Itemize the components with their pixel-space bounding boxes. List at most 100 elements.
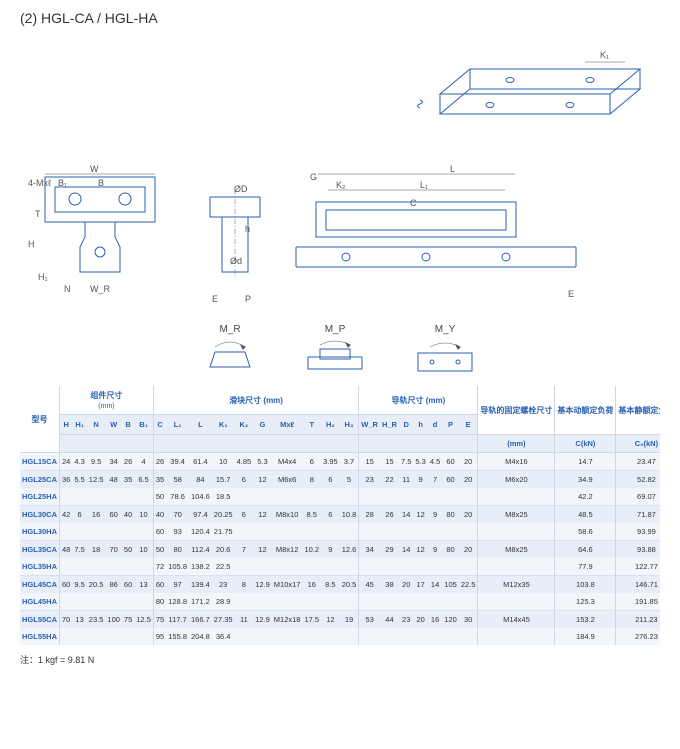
diagram-side-view: G K₂ L L₁ C E bbox=[290, 162, 580, 312]
cell-H: 24 bbox=[60, 453, 73, 471]
cell-WR bbox=[359, 558, 380, 576]
svg-text:T: T bbox=[35, 209, 41, 219]
cell-K2: 8 bbox=[235, 576, 254, 594]
svg-text:ØD: ØD bbox=[234, 184, 248, 194]
cell-Mxl: M6x6 bbox=[272, 471, 303, 489]
cell-WR: 45 bbox=[359, 576, 380, 594]
cell-B bbox=[122, 558, 134, 576]
cell-K1: 22.5 bbox=[212, 558, 235, 576]
cell-bolt: M12x35 bbox=[478, 576, 555, 594]
cell-d: 16 bbox=[428, 611, 442, 629]
cell-H1: 5.5 bbox=[72, 471, 86, 489]
table-row: HGL25CA365.512.548356.535588415.7612M6x6… bbox=[20, 471, 660, 489]
svg-text:W: W bbox=[90, 164, 99, 174]
cell-K1: 20.6 bbox=[212, 541, 235, 559]
diagram-bolt-hole: ØD h Ød E P bbox=[190, 162, 280, 312]
svg-text:C: C bbox=[410, 198, 417, 208]
cell-D bbox=[399, 488, 413, 506]
cell-model: HGL25HA bbox=[20, 488, 60, 506]
cell-G: 12 bbox=[253, 471, 272, 489]
cell-h bbox=[413, 628, 427, 645]
cell-E: 20 bbox=[459, 471, 478, 489]
cell-H3 bbox=[340, 593, 359, 611]
cell-H bbox=[60, 628, 73, 645]
cell-H3 bbox=[340, 488, 359, 506]
cell-C: 40 bbox=[153, 506, 166, 524]
cell-Mxl: M12x18 bbox=[272, 611, 303, 629]
cell-L1: 70 bbox=[166, 506, 189, 524]
cell-bolt: M4x16 bbox=[478, 453, 555, 471]
cell-d bbox=[428, 488, 442, 506]
col-grp-block: 滑块尺寸 (mm) bbox=[153, 386, 358, 415]
cell-H1: 9.5 bbox=[72, 576, 86, 594]
cell-WR bbox=[359, 523, 380, 541]
cell-Cdyn: 48.5 bbox=[555, 506, 616, 524]
cell-N: 16 bbox=[87, 506, 106, 524]
svg-text:P: P bbox=[245, 294, 251, 304]
cell-T bbox=[302, 593, 321, 611]
cell-N bbox=[87, 628, 106, 645]
svg-text:H₁: H₁ bbox=[38, 272, 48, 282]
col-model: 型号 bbox=[20, 386, 60, 453]
cell-model: HGL55CA bbox=[20, 611, 60, 629]
cell-B bbox=[122, 523, 134, 541]
cell-C0: 52.82 bbox=[616, 471, 660, 489]
cell-W: 100 bbox=[105, 611, 122, 629]
cell-C0: 122.77 bbox=[616, 558, 660, 576]
cell-W: 48 bbox=[105, 471, 122, 489]
cell-L1: 78.6 bbox=[166, 488, 189, 506]
cell-W bbox=[105, 488, 122, 506]
cell-H2: 6 bbox=[321, 506, 340, 524]
table-row: HGL30CA42616604010407097.420.25612M8x108… bbox=[20, 506, 660, 524]
cell-H3 bbox=[340, 523, 359, 541]
cell-D bbox=[399, 593, 413, 611]
cell-H: 60 bbox=[60, 576, 73, 594]
svg-text:h: h bbox=[245, 224, 250, 234]
cell-N: 9.5 bbox=[87, 453, 106, 471]
cell-T bbox=[302, 628, 321, 645]
cell-G: 12 bbox=[253, 541, 272, 559]
cell-N bbox=[87, 593, 106, 611]
cell-K2: 11 bbox=[235, 611, 254, 629]
cell-H: 48 bbox=[60, 541, 73, 559]
cell-E: 22.5 bbox=[459, 576, 478, 594]
svg-text:W_R: W_R bbox=[90, 284, 111, 294]
cell-d: 9 bbox=[428, 541, 442, 559]
cell-B: 35 bbox=[122, 471, 134, 489]
cell-model: HGL35CA bbox=[20, 541, 60, 559]
cell-L: 171.2 bbox=[189, 593, 212, 611]
table-row: HGL35HA72105.8138.222.577.9122.771.541.4… bbox=[20, 558, 660, 576]
svg-text:B: B bbox=[98, 178, 104, 188]
cell-P bbox=[442, 593, 459, 611]
cell-H2: 3.95 bbox=[321, 453, 340, 471]
cell-Cdyn: 58.6 bbox=[555, 523, 616, 541]
cell-WR: 53 bbox=[359, 611, 380, 629]
col-grp-dyn: 基本动额定负荷 bbox=[555, 386, 616, 435]
cell-K1: 15.7 bbox=[212, 471, 235, 489]
cell-h: 5.3 bbox=[413, 453, 427, 471]
cell-h: 20 bbox=[413, 611, 427, 629]
cell-L: 84 bbox=[189, 471, 212, 489]
cell-G: 12 bbox=[253, 506, 272, 524]
cell-H1: 4.3 bbox=[72, 453, 86, 471]
cell-H1 bbox=[72, 628, 86, 645]
cell-h bbox=[413, 523, 427, 541]
svg-text:B₁: B₁ bbox=[58, 178, 67, 188]
footnote: 注：1 kgf = 9.81 N bbox=[20, 645, 660, 674]
cell-H2 bbox=[321, 593, 340, 611]
cell-D: 14 bbox=[399, 506, 413, 524]
cell-H1 bbox=[72, 523, 86, 541]
cell-W: 86 bbox=[105, 576, 122, 594]
cell-C0: 93.99 bbox=[616, 523, 660, 541]
cell-model: HGL30CA bbox=[20, 506, 60, 524]
cell-H2 bbox=[321, 488, 340, 506]
cell-HR bbox=[380, 558, 399, 576]
cell-L: 61.4 bbox=[189, 453, 212, 471]
cell-G bbox=[253, 593, 272, 611]
cell-P: 105 bbox=[442, 576, 459, 594]
cell-N bbox=[87, 488, 106, 506]
col-grp-rail: 导轨尺寸 (mm) bbox=[359, 386, 478, 415]
cell-Cdyn: 64.6 bbox=[555, 541, 616, 559]
diagrams-area: K₁ W 4-Mxℓ B₁ B T H bbox=[20, 34, 660, 312]
cell-HR bbox=[380, 488, 399, 506]
